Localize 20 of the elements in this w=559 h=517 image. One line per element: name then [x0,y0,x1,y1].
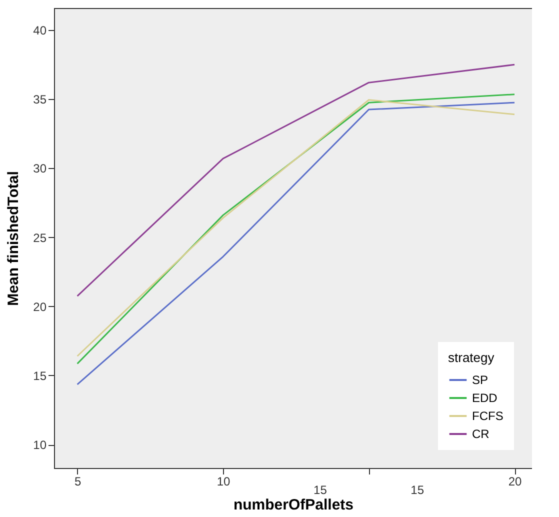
legend-label: EDD [472,391,498,405]
text: 15 [314,483,328,497]
x-tick-label: 10 [216,474,231,488]
y-tick-label: 30 [33,162,47,176]
x-tick-label: 5 [74,474,82,488]
x-axis-title: numberOfPallets [233,496,354,514]
x-tick-label: 20 [508,474,522,488]
y-tick-label: 35 [33,92,47,107]
y-tick-label: 15 [33,368,47,383]
y-axis-title: Mean finishedTotal [5,171,22,306]
y-tick-label: 40 [33,24,47,38]
y-tick-label: 10 [33,438,47,452]
legend-label: FCFS [472,409,504,423]
text: 15 [410,483,424,497]
legend-title: strategy [448,350,495,365]
y-tick-label: 25 [33,230,47,245]
legend-label: SP [472,373,488,387]
y-tick-label: 20 [33,300,47,314]
line-series [76,64,516,297]
legend-label: CR [472,427,490,441]
